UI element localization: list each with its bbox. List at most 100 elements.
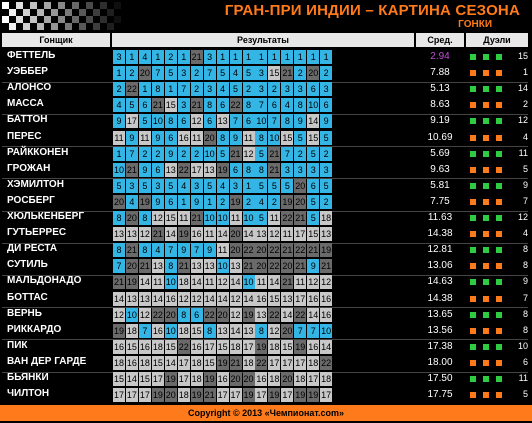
result-cell: 18: [177, 323, 190, 338]
result-cell: 9: [294, 114, 307, 129]
result-cell: 8: [294, 98, 307, 113]
result-cell: 5: [255, 146, 268, 161]
duel-loss-marker: [470, 359, 476, 366]
result-cell: 17: [177, 355, 190, 370]
result-cell: 21: [125, 243, 138, 258]
result-cell: 14: [138, 275, 151, 290]
average-value: 8.63: [430, 99, 450, 111]
result-cell: 19: [255, 339, 268, 354]
result-cell: 16: [307, 339, 320, 354]
result-cell: 19: [242, 307, 255, 322]
duel-count: 7: [522, 195, 528, 206]
duel-count: 1: [522, 67, 528, 78]
result-cell: 18: [307, 355, 320, 370]
result-cell: 8: [138, 243, 151, 258]
duel-win-marker: [470, 182, 476, 189]
result-cell: 18: [190, 355, 203, 370]
result-cell: 17: [151, 372, 164, 386]
result-cell: 16: [138, 339, 151, 354]
duel-loss-marker: [483, 327, 489, 334]
result-cell: 7: [307, 323, 320, 338]
result-cell: 2: [268, 82, 281, 97]
result-cell: 20: [307, 66, 320, 81]
average-value: 7.88: [430, 67, 450, 79]
result-cell: 19: [164, 372, 177, 386]
result-cell: 21: [281, 243, 294, 258]
result-cell: 3: [294, 82, 307, 97]
result-cell: 22: [281, 211, 294, 225]
result-cell: 17: [242, 339, 255, 354]
result-cell: 16: [255, 372, 268, 386]
result-cell: 11: [229, 211, 242, 225]
result-cell: 14: [229, 323, 242, 338]
result-cell: 7: [268, 114, 281, 129]
result-cell: 11: [113, 130, 125, 145]
result-cell: 14: [320, 339, 333, 354]
result-cell: 13: [113, 227, 125, 242]
result-cell: 2: [190, 66, 203, 81]
result-cell: 5: [320, 178, 333, 193]
average-value: 9.19: [430, 115, 450, 127]
result-cell: 11: [177, 211, 190, 225]
result-cell: 10: [203, 211, 216, 225]
result-cell: 2: [242, 194, 255, 209]
driver-name: ГУТЬЕРРЕС: [7, 227, 67, 239]
result-cell: 13: [216, 114, 229, 129]
result-cell: 3: [190, 178, 203, 193]
driver-name: СУТИЛЬ: [7, 259, 48, 271]
result-cell: 3: [151, 178, 164, 193]
duel-loss-marker: [470, 102, 476, 109]
result-cell: 1: [113, 146, 125, 161]
result-cell: 5: [138, 178, 151, 193]
result-cell: 21: [125, 162, 138, 177]
duel-count: 2: [522, 99, 528, 110]
result-cell: 6: [216, 98, 229, 113]
result-cell: 15: [281, 339, 294, 354]
result-cell: 17: [113, 388, 125, 403]
result-cell: 19: [320, 243, 333, 258]
result-cell: 4: [151, 243, 164, 258]
result-cell: 12: [113, 307, 125, 322]
result-cell: 20: [294, 178, 307, 193]
result-cell: 20: [113, 194, 125, 209]
result-cell: 11: [281, 227, 294, 242]
result-cell: 2: [151, 146, 164, 161]
duel-count: 4: [522, 228, 528, 239]
result-cell: 19: [268, 388, 281, 403]
result-cell: 21: [190, 98, 203, 113]
result-cell: 10: [216, 259, 229, 274]
result-cell: 11: [294, 275, 307, 290]
result-cell: 10: [164, 323, 177, 338]
result-cell: 1: [177, 50, 190, 64]
result-cell: 14: [113, 291, 125, 306]
result-cell: 1: [242, 178, 255, 193]
result-cell: 2: [138, 146, 151, 161]
result-cell: 15: [268, 66, 281, 81]
result-cell: 22: [229, 98, 242, 113]
result-cell: 18: [294, 372, 307, 386]
result-cell: 7: [151, 66, 164, 81]
result-cell: 22: [294, 243, 307, 258]
result-cell: 1: [216, 50, 229, 64]
duel-loss-marker: [496, 392, 502, 399]
result-cell: 10: [307, 98, 320, 113]
average-value: 13.65: [427, 308, 453, 320]
duel-count: 11: [518, 373, 528, 383]
result-cell: 11: [151, 275, 164, 290]
result-cell: 19: [294, 388, 307, 403]
result-cell: 1: [294, 50, 307, 64]
duel-count: 14: [517, 83, 528, 94]
result-cell: 17: [281, 388, 294, 403]
result-cell: 13: [125, 227, 138, 242]
result-cell: 8: [164, 114, 177, 129]
result-cell: 3: [281, 82, 294, 97]
result-cell: 5: [164, 66, 177, 81]
duel-win-marker: [483, 54, 489, 60]
average-value: 17.75: [427, 389, 453, 401]
result-cell: 12: [268, 227, 281, 242]
result-cell: 18: [190, 372, 203, 386]
result-cell: 18: [229, 339, 242, 354]
result-cell: 12: [229, 307, 242, 322]
duel-win-marker: [496, 343, 502, 350]
